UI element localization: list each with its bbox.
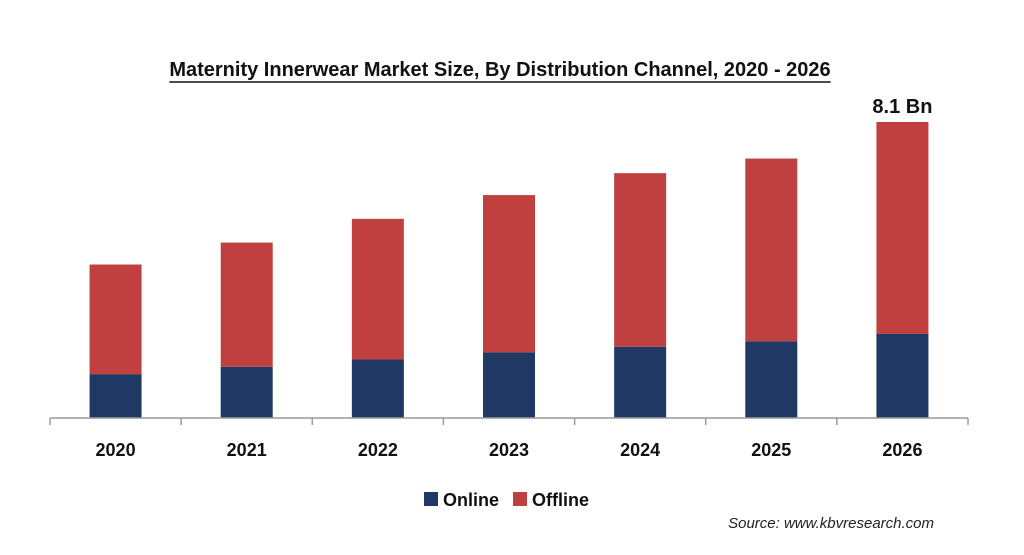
- x-tick-label-2022: 2022: [358, 440, 398, 460]
- bar-online-2021: [220, 366, 273, 418]
- x-axis-labels: 2020 2021 2022 2023 2024 2025 2026: [96, 440, 923, 460]
- x-tick-label-2026: 2026: [882, 440, 922, 460]
- bar-offline-2023: [483, 195, 535, 353]
- bar-offline-2020: [89, 264, 142, 375]
- bar-online-2025: [745, 341, 798, 418]
- bar-online-2024: [614, 346, 667, 418]
- bar-offline-2022: [351, 218, 404, 360]
- bar-offline-2021: [220, 242, 273, 367]
- source-text: Source: www.kbvresearch.com: [728, 515, 934, 532]
- x-tick-label-2024: 2024: [620, 440, 660, 460]
- bars-layer: [89, 122, 929, 418]
- legend-label-online: Online: [443, 490, 499, 510]
- bar-online-2022: [351, 359, 404, 418]
- legend: Online Offline: [424, 490, 589, 510]
- x-tick-label-2021: 2021: [227, 440, 267, 460]
- chart-title-group: Maternity Innerwear Market Size, By Dist…: [169, 59, 831, 83]
- bar-offline-2025: [745, 158, 798, 342]
- legend-swatch-offline: [513, 492, 528, 506]
- legend-swatch-online: [424, 492, 438, 506]
- x-tick-label-2020: 2020: [96, 440, 136, 460]
- bar-offline-2024: [614, 173, 667, 347]
- bar-offline-2026: [876, 122, 929, 334]
- bar-online-2023: [483, 352, 535, 418]
- chart-title: Maternity Innerwear Market Size, By Dist…: [169, 59, 830, 81]
- legend-label-offline: Offline: [532, 490, 589, 510]
- bar-online-2020: [89, 374, 142, 418]
- data-label-2026: 8.1 Bn: [872, 96, 932, 118]
- x-tick-label-2025: 2025: [751, 440, 791, 460]
- x-tick-label-2023: 2023: [489, 440, 529, 460]
- x-axis-ticks: [49, 418, 969, 425]
- annotations-layer: 8.1 Bn: [872, 96, 932, 118]
- bar-online-2026: [876, 333, 929, 418]
